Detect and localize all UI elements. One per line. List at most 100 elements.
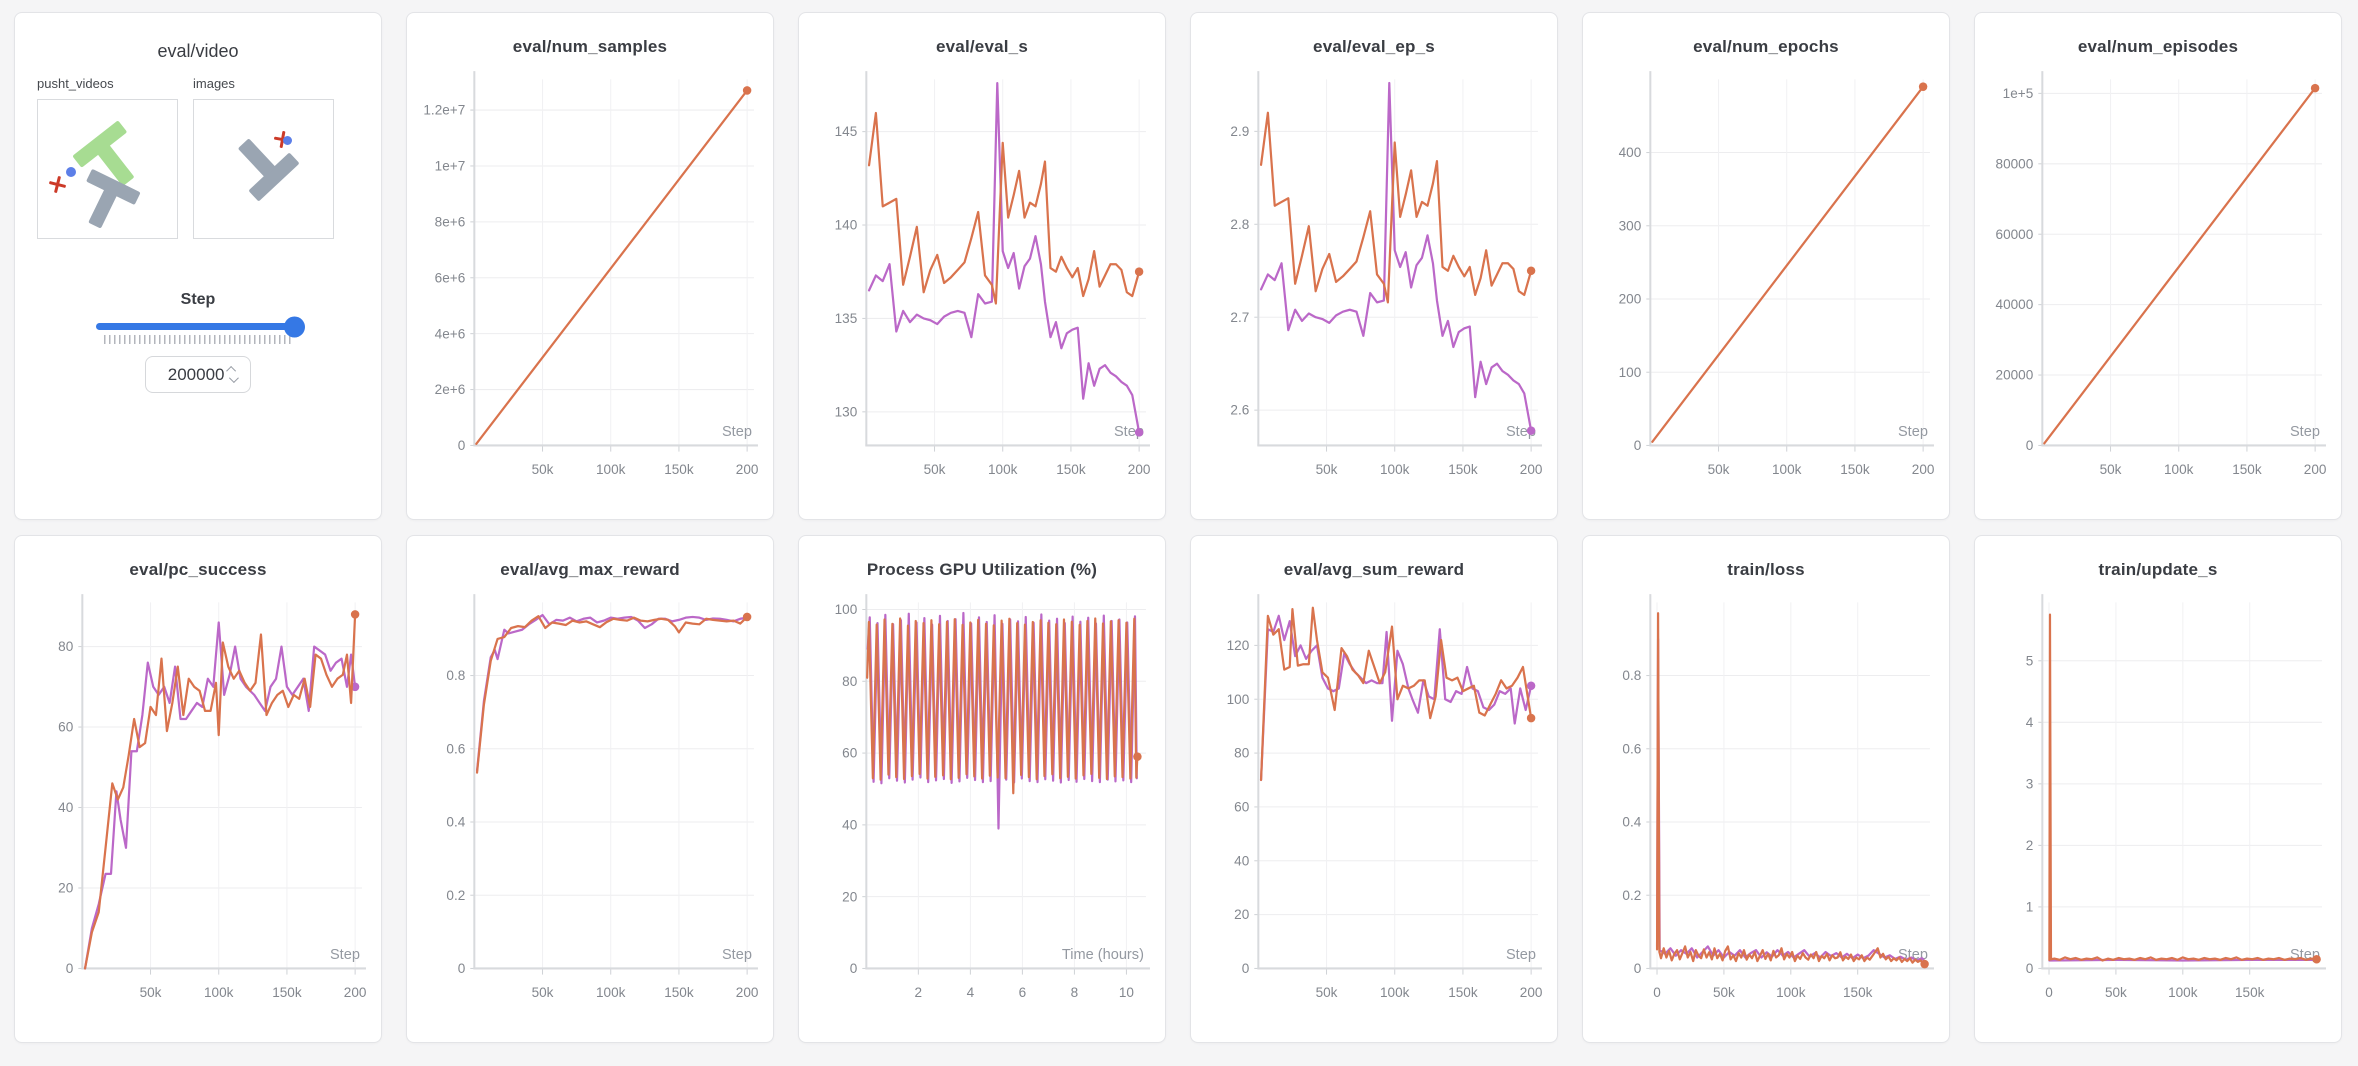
- svg-text:130: 130: [835, 404, 858, 419]
- step-input[interactable]: [160, 364, 225, 385]
- svg-text:1: 1: [2026, 899, 2034, 914]
- images-thumbnail[interactable]: [193, 99, 334, 239]
- svg-text:8e+6: 8e+6: [435, 214, 466, 229]
- svg-text:50k: 50k: [140, 985, 162, 1000]
- svg-text:100k: 100k: [1380, 462, 1410, 477]
- svg-text:Step: Step: [2290, 424, 2320, 440]
- svg-text:2.8: 2.8: [1230, 217, 1249, 232]
- panel-gpu-utilization: Process GPU Utilization (%) 0 20 40 60 80 100…: [798, 535, 1166, 1043]
- chart-eval-pc-success[interactable]: 0 20 40 60 80 50k 100k 150k 200 Step: [25, 588, 371, 1038]
- svg-text:0: 0: [458, 438, 466, 453]
- svg-text:0: 0: [458, 961, 466, 976]
- step-slider-thumb[interactable]: [283, 316, 305, 337]
- chart-title: eval/avg_max_reward: [500, 560, 680, 579]
- agent-dot: [66, 167, 76, 177]
- svg-text:80: 80: [842, 674, 857, 689]
- svg-text:Step: Step: [330, 947, 360, 963]
- svg-text:50k: 50k: [1708, 462, 1730, 477]
- chart-title: eval/pc_success: [129, 560, 267, 579]
- svg-text:4e+6: 4e+6: [435, 326, 466, 341]
- chart-eval-avg-max-reward[interactable]: 0 0.2 0.4 0.6 0.8 50k 100k 150k 200 Step: [417, 588, 763, 1038]
- svg-text:200: 200: [344, 985, 367, 1000]
- svg-text:100k: 100k: [2164, 462, 2194, 477]
- step-slider-track[interactable]: [95, 316, 305, 337]
- svg-text:100k: 100k: [988, 462, 1018, 477]
- svg-text:Time (hours): Time (hours): [1062, 947, 1144, 963]
- chart-eval-eval-ep-s[interactable]: 2.6 2.7 2.8 2.9 50k 100k 150k 200 Step: [1201, 65, 1547, 515]
- step-slider[interactable]: [95, 316, 305, 337]
- panel-eval-pc-success: eval/pc_success 0 20 40 60 80 50k 100k 150k 200 S…: [14, 535, 382, 1043]
- svg-text:50k: 50k: [1316, 462, 1338, 477]
- svg-text:20000: 20000: [1996, 368, 2034, 383]
- panel-train-update-s: train/update_s 0 1 2 3 4 5 0 50k 100k 150k Step: [1974, 535, 2342, 1043]
- chart-title: eval/num_samples: [512, 37, 668, 56]
- chart-eval-num-samples[interactable]: 0 2e+6 4e+6 6e+6 8e+6 1e+7 1.2e+7 50k 100k 150k 20…: [417, 65, 763, 515]
- svg-text:2: 2: [915, 985, 923, 1000]
- chart-title: train/update_s: [2098, 560, 2218, 579]
- svg-text:120: 120: [1227, 638, 1250, 653]
- svg-text:50k: 50k: [532, 462, 554, 477]
- chart-train-update-s[interactable]: 0 1 2 3 4 5 0 50k 100k 150k Step: [1985, 588, 2331, 1038]
- svg-text:300: 300: [1619, 218, 1642, 233]
- svg-text:200: 200: [1912, 462, 1935, 477]
- chart-eval-num-epochs[interactable]: 0 100 200 300 400 50k 100k 150k 200 Step: [1593, 65, 1939, 515]
- svg-text:10: 10: [1119, 985, 1134, 1000]
- chart-eval-eval-s[interactable]: 130 135 140 145 50k 100k 150k 200 Step: [809, 65, 1155, 515]
- chart-title: eval/eval_ep_s: [1313, 37, 1435, 56]
- svg-text:50k: 50k: [924, 462, 946, 477]
- panel-eval-eval-ep-s: eval/eval_ep_s 2.6 2.7 2.8 2.9 50k 100k 150k 20…: [1190, 12, 1558, 520]
- svg-text:100k: 100k: [2168, 985, 2198, 1000]
- step-input-box[interactable]: [145, 356, 251, 393]
- svg-text:100k: 100k: [596, 985, 626, 1000]
- svg-text:2.9: 2.9: [1230, 124, 1249, 139]
- svg-text:200: 200: [1619, 292, 1642, 307]
- panel-eval-video: eval/video pusht_videos: [14, 12, 382, 520]
- svg-text:2.6: 2.6: [1230, 403, 1249, 418]
- panel-eval-num-episodes: eval/num_episodes 0 20000 40000 60000 80000 1…: [1974, 12, 2342, 520]
- svg-text:0.8: 0.8: [446, 668, 465, 683]
- svg-text:150k: 150k: [1840, 462, 1870, 477]
- svg-text:0.4: 0.4: [446, 815, 465, 830]
- chart-eval-num-episodes[interactable]: 0 20000 40000 60000 80000 1e+5 50k 100k 150k 200 S…: [1985, 65, 2331, 515]
- svg-text:150k: 150k: [2235, 985, 2265, 1000]
- svg-text:0.6: 0.6: [1622, 741, 1641, 756]
- svg-text:20: 20: [1234, 907, 1249, 922]
- svg-text:200: 200: [736, 985, 759, 1000]
- chart-gpu-utilization[interactable]: 0 20 40 60 80 100 2 4 6 8 10 Time (hours): [809, 588, 1155, 1038]
- svg-text:100: 100: [835, 602, 858, 617]
- panel-train-loss: train/loss 0 0.2 0.4 0.6 0.8 0 50k 100k 150k Step: [1582, 535, 1950, 1043]
- svg-text:3: 3: [2026, 776, 2034, 791]
- chart-train-loss[interactable]: 0 0.2 0.4 0.6 0.8 0 50k 100k 150k Step: [1593, 588, 1939, 1038]
- svg-text:0: 0: [1634, 961, 1642, 976]
- svg-text:80: 80: [1234, 746, 1249, 761]
- svg-text:Step: Step: [1114, 424, 1144, 440]
- svg-text:200: 200: [2304, 462, 2327, 477]
- step-slider-ticks: [104, 335, 292, 344]
- media-caption-pusht-videos: pusht_videos: [37, 76, 114, 91]
- svg-text:135: 135: [835, 311, 858, 326]
- panel-eval-eval-s: eval/eval_s 130 135 140 145 50k 100k 150k 200 St…: [798, 12, 1166, 520]
- chart-eval-avg-sum-reward[interactable]: 0 20 40 60 80 100 120 50k 100k 150k 200 Step: [1201, 588, 1547, 1038]
- pusht-video-thumbnail[interactable]: [37, 99, 178, 239]
- svg-text:100k: 100k: [1380, 985, 1410, 1000]
- media-panel-title: eval/video: [157, 41, 239, 61]
- svg-text:60: 60: [1234, 799, 1249, 814]
- svg-text:100: 100: [1619, 365, 1642, 380]
- svg-text:150k: 150k: [1056, 462, 1086, 477]
- step-stepper[interactable]: [225, 365, 239, 384]
- svg-text:0: 0: [1634, 438, 1642, 453]
- svg-text:1.2e+7: 1.2e+7: [423, 103, 465, 118]
- agent-dot: [283, 136, 292, 145]
- svg-text:150k: 150k: [664, 462, 694, 477]
- panel-eval-avg-sum-reward: eval/avg_sum_reward 0 20 40 60 80 100 120 50k 10…: [1190, 535, 1558, 1043]
- svg-text:2e+6: 2e+6: [435, 382, 466, 397]
- svg-text:Step: Step: [722, 947, 752, 963]
- svg-text:0: 0: [850, 961, 858, 976]
- svg-text:150k: 150k: [1448, 462, 1478, 477]
- svg-text:0.2: 0.2: [446, 888, 465, 903]
- svg-text:Step: Step: [1506, 947, 1536, 963]
- svg-text:Step: Step: [1898, 424, 1928, 440]
- svg-text:0: 0: [1653, 985, 1661, 1000]
- svg-text:0: 0: [2045, 985, 2053, 1000]
- svg-text:400: 400: [1619, 145, 1642, 160]
